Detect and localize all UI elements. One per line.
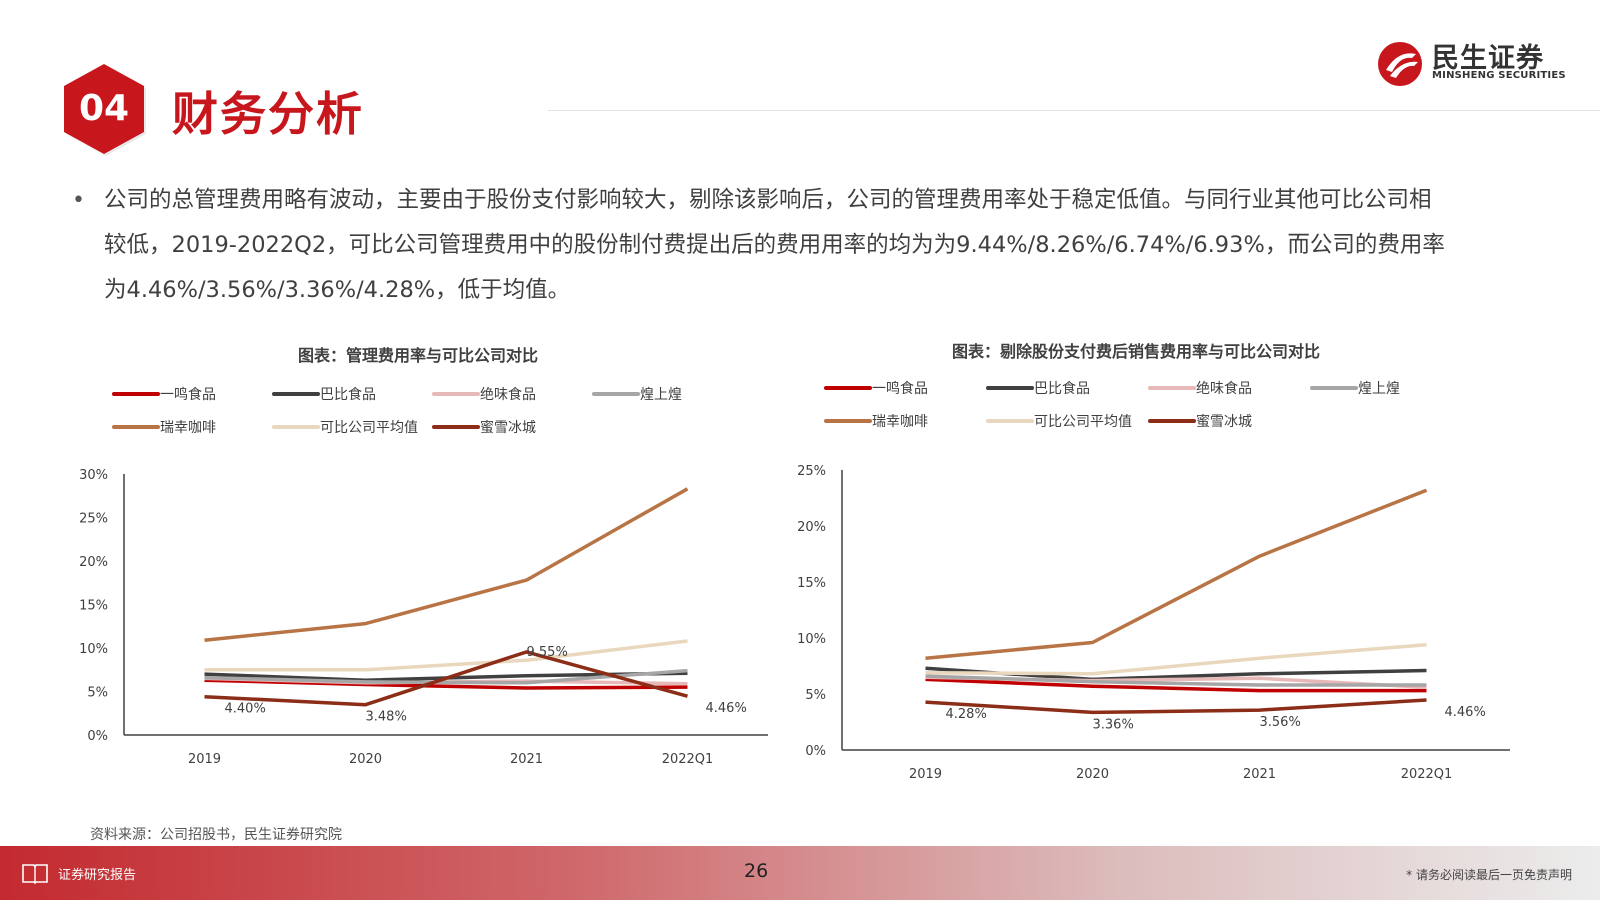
chart-1-x-tick-1: 2020 — [349, 752, 382, 767]
chart-2-legend-label-6: 蜜雪冰城 — [1196, 414, 1252, 430]
section-title: 财务分析 — [172, 87, 364, 141]
bullet-line-1: 公司的总管理费用略有波动，主要由于股份支付影响较大，剔除该影响后，公司的管理费用… — [104, 187, 1432, 213]
chart-2-y-tick-3: 15% — [797, 576, 826, 591]
logo-icon — [1378, 42, 1422, 86]
chart-2-y-tick-2: 10% — [797, 632, 826, 647]
chart-1-x-tick-3: 2022Q1 — [662, 752, 714, 767]
chart-2-data-label-1: 3.36% — [1093, 717, 1134, 732]
chart-1-x-tick-0: 2019 — [188, 752, 221, 767]
chart-2-legend-label-4: 瑞幸咖啡 — [872, 414, 928, 430]
page-number: 26 — [744, 860, 769, 882]
chart-1-y-tick-1: 5% — [87, 686, 108, 701]
chart-1-y-tick-6: 30% — [79, 468, 108, 483]
footer-report-label: 证券研究报告 — [58, 868, 137, 883]
bullet-paragraph: 公司的总管理费用略有波动，主要由于股份支付影响较大，剔除该影响后，公司的管理费用… — [104, 178, 1554, 313]
chart-2-x-tick-1: 2020 — [1076, 767, 1109, 782]
section-number-badge: 04 — [64, 64, 146, 156]
chart-1-data-label-0: 4.40% — [225, 702, 266, 717]
source-note: 资料来源：公司招股书，民生证券研究院 — [90, 827, 342, 843]
chart-2-series-line-4 — [925, 488, 1428, 660]
chart-2-y-tick-0: 0% — [805, 744, 826, 759]
chart-1-y-tick-4: 20% — [79, 555, 108, 570]
chart-1-legend-label-0: 一鸣食品 — [160, 386, 216, 403]
brand-logo: 民生证券 MINSHENG SECURITIES — [1376, 34, 1576, 94]
disclaimer-note: * 请务必阅读最后一页免责声明 — [1406, 868, 1572, 882]
chart-1-series-line-3 — [204, 668, 688, 685]
chart-2-legend-label-2: 绝味食品 — [1196, 380, 1252, 397]
chart-1-title: 图表：管理费用率与可比公司对比 — [298, 346, 539, 365]
book-icon — [22, 864, 48, 884]
chart-1-data-label-1: 3.48% — [366, 710, 407, 725]
chart-2-x-tick-0: 2019 — [909, 767, 942, 782]
chart-1-series-line-6 — [204, 650, 688, 707]
chart-2-series-line-6 — [925, 698, 1427, 715]
logo-name-en: MINSHENG SECURITIES — [1432, 70, 1566, 81]
chart-2-y-tick-4: 20% — [797, 520, 826, 535]
chart-2-series-line-0 — [925, 677, 1427, 693]
chart-1-legend-label-1: 巴比食品 — [320, 386, 376, 403]
header-divider — [548, 110, 1600, 111]
chart-1-y-tick-3: 15% — [79, 599, 108, 614]
chart-2-legend-label-5: 可比公司平均值 — [1034, 414, 1132, 430]
chart-1-series-line-5 — [204, 639, 688, 672]
chart-1-y-tick-0: 0% — [87, 729, 108, 744]
chart-1-legend-label-2: 绝味食品 — [480, 386, 536, 403]
chart-1-legend-label-6: 蜜雪冰城 — [480, 420, 536, 436]
chart-2-x-tick-2: 2021 — [1243, 767, 1276, 782]
chart-1-legend-label-4: 瑞幸咖啡 — [160, 420, 216, 436]
chart-2-y-tick-1: 5% — [805, 688, 826, 703]
chart-2-data-label-0: 4.28% — [946, 707, 987, 722]
chart-2-legend-label-0: 一鸣食品 — [872, 380, 928, 397]
chart-2-x-tick-3: 2022Q1 — [1401, 767, 1453, 782]
logo-name: 民生证券 — [1432, 43, 1544, 74]
chart-1-legend-label-3: 煌上煌 — [640, 387, 682, 403]
chart-2-legend-label-3: 煌上煌 — [1358, 381, 1400, 397]
chart-2-data-label-2: 3.56% — [1260, 715, 1301, 730]
bullet-marker: • — [72, 188, 85, 213]
footer-bar: 证券研究报告 26 * 请务必阅读最后一页免责声明 — [0, 846, 1600, 900]
chart-1-series-line-4 — [204, 487, 689, 642]
chart-2-series-line-3 — [925, 674, 1427, 687]
chart-2-title: 图表：剔除股份支付费后销售费用率与可比公司对比 — [952, 342, 1321, 361]
chart-2-data-label-3: 4.46% — [1445, 705, 1486, 720]
bullet-line-3: 为4.46%/3.56%/3.36%/4.28%，低于均值。 — [104, 277, 571, 303]
chart-2-series-line-5 — [925, 642, 1427, 676]
section-number: 04 — [79, 88, 129, 129]
chart-1-x-tick-2: 2021 — [510, 752, 543, 767]
chart-1-data-label-3: 4.46% — [706, 701, 747, 716]
chart-1-legend-label-5: 可比公司平均值 — [320, 420, 418, 436]
bullet-line-2: 较低，2019-2022Q2，可比公司管理费用中的股份制付费提出后的费用用率的均… — [104, 232, 1445, 258]
chart-1-data-label-2: 9.55% — [527, 645, 568, 660]
chart-2-y-tick-5: 25% — [797, 464, 826, 479]
chart-1-y-tick-2: 10% — [79, 642, 108, 657]
chart-2-legend-label-1: 巴比食品 — [1034, 380, 1090, 397]
chart-1-y-tick-5: 25% — [79, 512, 108, 527]
